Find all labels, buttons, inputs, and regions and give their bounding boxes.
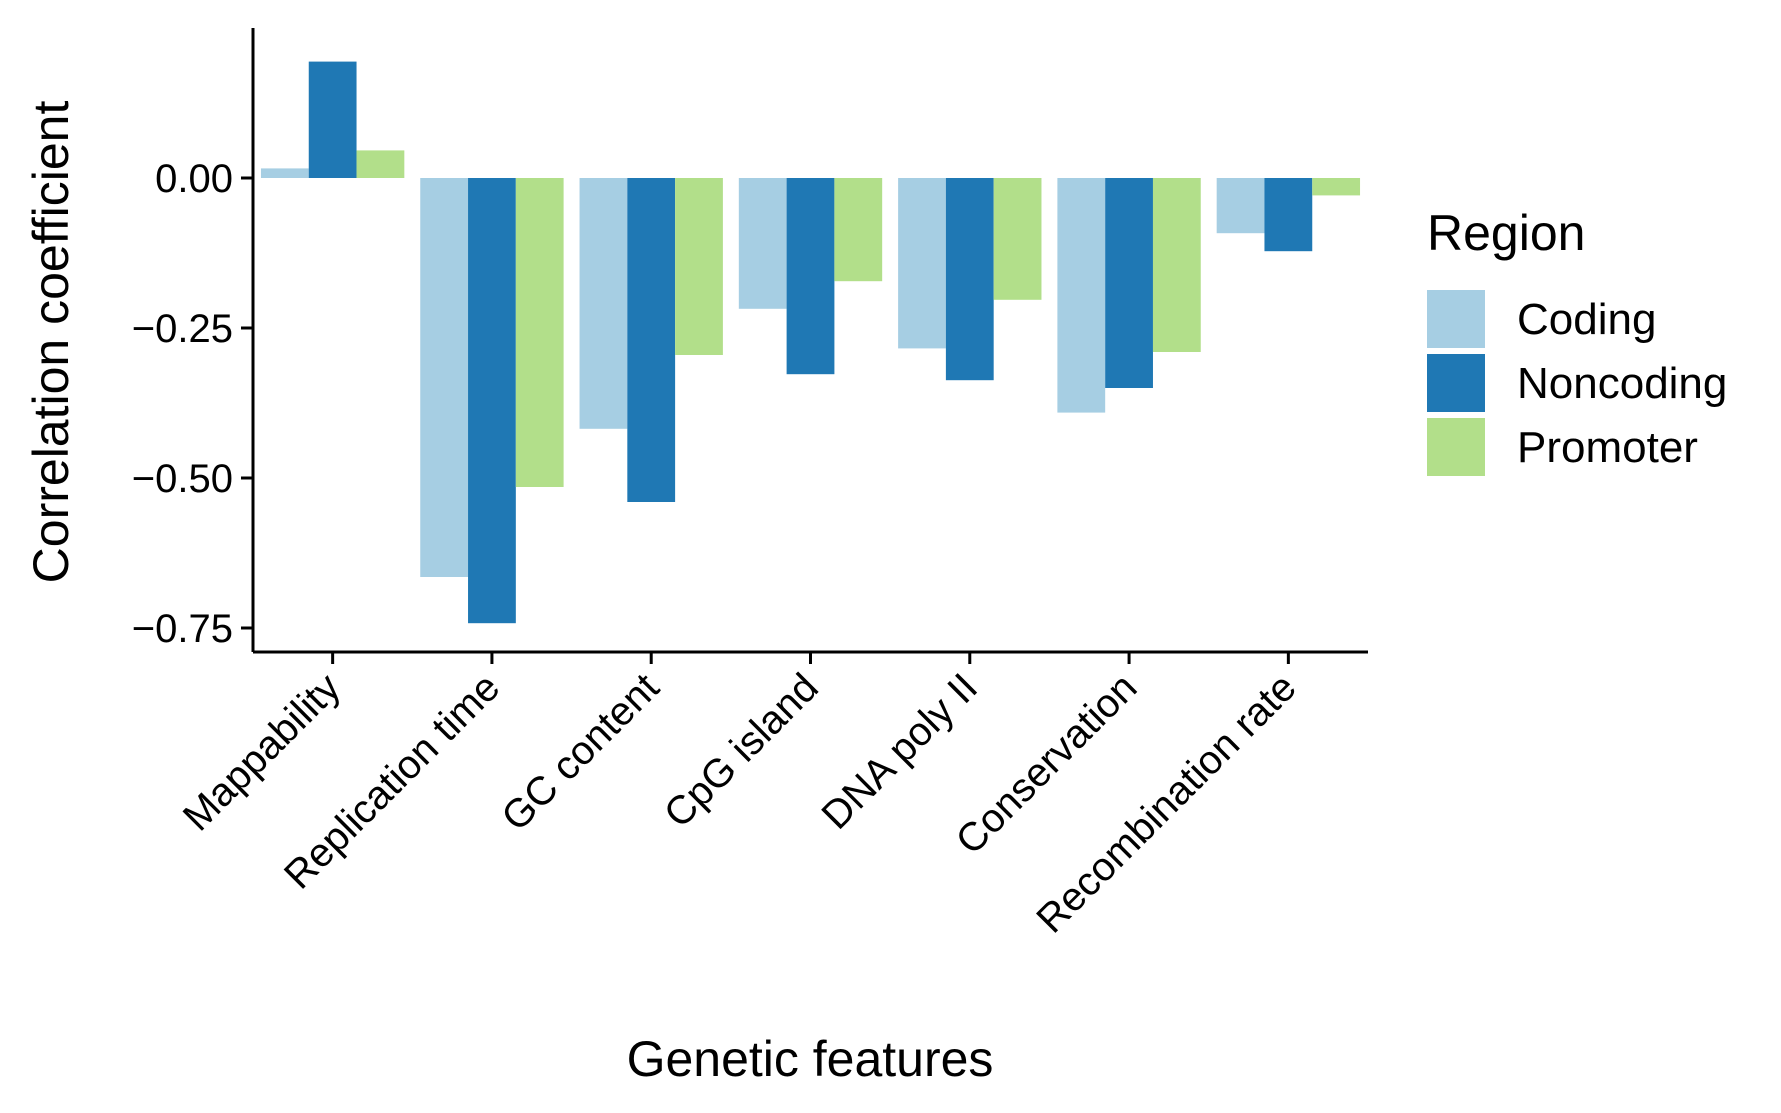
bar-noncoding-5 [1105, 178, 1153, 388]
bar-noncoding-0 [308, 61, 357, 178]
bar-coding-3 [738, 178, 787, 309]
bar-coding-0 [260, 168, 309, 178]
x-tick-label: Mappability [175, 665, 349, 839]
y-tick-label: 0.00 [155, 157, 233, 201]
bar-promoter-2 [675, 178, 723, 355]
bar-coding-5 [1057, 178, 1106, 413]
bar-coding-4 [898, 178, 946, 349]
legend: Region Coding Noncoding Promoter [1427, 205, 1727, 476]
bar-promoter-0 [356, 150, 405, 178]
bar-promoter-5 [1152, 178, 1201, 352]
bar-noncoding-4 [945, 178, 994, 381]
bar-noncoding-3 [786, 178, 835, 375]
y-ticks-group: 0.00 −0.25 −0.50 −0.75 [132, 157, 253, 651]
bar-coding-6 [1216, 178, 1265, 234]
legend-key-promoter [1427, 418, 1485, 476]
bar-promoter-1 [515, 178, 564, 487]
y-tick-label: −0.50 [132, 457, 233, 501]
legend-title: Region [1427, 205, 1585, 261]
bar-promoter-6 [1312, 178, 1361, 196]
legend-items: Coding Noncoding Promoter [1427, 290, 1727, 476]
bar-promoter-3 [834, 178, 883, 282]
x-tick-label: DNA poly II [814, 665, 987, 838]
bar-coding-1 [420, 178, 469, 577]
legend-label-promoter: Promoter [1517, 423, 1698, 472]
x-tick-label: GC content [493, 665, 667, 839]
legend-key-coding [1427, 290, 1485, 348]
y-axis-title: Correlation coefficient [23, 101, 79, 584]
legend-key-noncoding [1427, 354, 1485, 412]
y-tick-label: −0.75 [132, 607, 233, 651]
bar-coding-2 [579, 178, 628, 429]
bar-noncoding-1 [468, 178, 516, 624]
x-tick-label: Recombination rate [1028, 665, 1304, 941]
x-tick-label: CpG island [656, 665, 827, 836]
y-tick-label: −0.25 [132, 307, 233, 351]
x-axis-title: Genetic features [627, 1031, 994, 1087]
bar-noncoding-2 [627, 178, 676, 502]
bars-group [260, 61, 1361, 624]
bar-noncoding-6 [1264, 178, 1313, 252]
bar-promoter-4 [993, 178, 1042, 300]
legend-label-coding: Coding [1517, 295, 1656, 344]
legend-label-noncoding: Noncoding [1517, 359, 1727, 408]
